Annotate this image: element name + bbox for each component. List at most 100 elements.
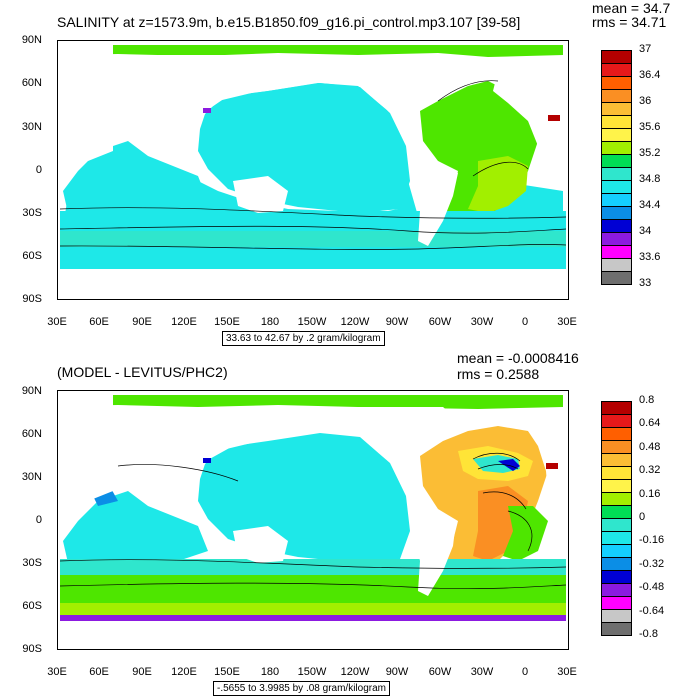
panel2-rms: rms = 0.2588 (457, 366, 540, 382)
panel2-lon-label: 150E (214, 666, 240, 678)
panel1-title: SALINITY at z=1573.9m, b.e15.B1850.f09_g… (57, 14, 521, 30)
colorbar-label: 0.48 (639, 440, 661, 453)
panel2-lon-label: 150W (297, 666, 327, 678)
colorbar-swatch (601, 531, 632, 545)
panel1-mean: mean = 34.7 (592, 0, 671, 16)
colorbar-label: 0.8 (639, 394, 655, 406)
colorbar-swatch (601, 167, 632, 181)
panel2-title: (MODEL - LEVITUS/PHC2) (57, 364, 228, 380)
panel2-lon-label: 90W (385, 666, 409, 678)
south-america-land (410, 501, 456, 596)
panel2-contour-caption: -.5655 to 3.9985 by .08 gram/kilogram (213, 681, 390, 696)
panel2-mean: mean = -0.0008416 (457, 350, 579, 366)
panel1-map-svg (58, 41, 568, 299)
panel2-lon-label: 120E (171, 666, 197, 678)
panel1-lon-label: 60E (89, 316, 109, 328)
colorbar-swatch (601, 544, 632, 558)
colorbar-label: 37 (639, 43, 652, 55)
colorbar-swatch (601, 63, 632, 77)
panel1-map (57, 40, 569, 300)
colorbar-label: -0.32 (639, 557, 665, 570)
colorbar-label: -0.64 (639, 604, 665, 617)
panel2-lon-label: 30E (557, 666, 577, 678)
panel2-lon-label: 90E (132, 666, 152, 678)
colorbar-swatch (601, 219, 632, 233)
panel1-contour-caption: 33.63 to 42.67 by .2 gram/kilogram (222, 331, 385, 346)
panel2-lat-label: 90S (22, 643, 42, 655)
colorbar-swatch (601, 492, 632, 506)
panel1-lon-label: 90E (132, 316, 152, 328)
panel2-lon-label: 30W (470, 666, 494, 678)
panel1-lat-label: 90S (22, 293, 42, 305)
colorbar-label: 35.2 (639, 147, 661, 159)
colorbar-swatch (601, 609, 632, 623)
panel2-lon-label: 120W (340, 666, 370, 678)
colorbar-label: 33.6 (639, 251, 661, 263)
colorbar-swatch (601, 401, 632, 415)
panel1-lat-label: 60S (22, 250, 42, 262)
colorbar-label: 35.6 (639, 121, 661, 133)
panel2-lat-label: 90N (21, 385, 42, 397)
colorbar-swatch (601, 258, 632, 272)
africa-eurasia-land (528, 431, 563, 501)
panel1-lat-label: 30N (21, 121, 42, 133)
colorbar-swatch (601, 557, 632, 571)
colorbar-swatch (601, 583, 632, 597)
colorbar-swatch (601, 245, 632, 259)
colorbar-label: 34 (639, 225, 652, 237)
colorbar-swatch (601, 505, 632, 519)
panel1-lat-label: 30S (22, 207, 42, 219)
panel1-lon-label: 120E (171, 316, 197, 328)
colorbar-label: 36 (639, 95, 652, 107)
colorbar-swatch (601, 180, 632, 194)
panel2-map-svg (58, 391, 568, 649)
colorbar-swatch (601, 76, 632, 90)
colorbar-swatch (601, 89, 632, 103)
colorbar-swatch (601, 414, 632, 428)
colorbar-swatch (601, 427, 632, 441)
panel1-lon-label: 150W (297, 316, 327, 328)
panel1-lon-label: 30E (557, 316, 577, 328)
colorbar-swatch (601, 50, 632, 64)
panel2-map (57, 390, 569, 650)
colorbar-label: 34.4 (639, 199, 661, 211)
colorbar-swatch (601, 596, 632, 610)
panel1-lon-label: 120W (340, 316, 370, 328)
colorbar-swatch (601, 154, 632, 168)
panel1-lat-label: 0 (35, 164, 42, 176)
panel2-lon-label: 0 (521, 666, 529, 678)
south-america-land (410, 151, 458, 246)
panel2-lat-label: 30S (22, 557, 42, 569)
colorbar-swatch (601, 479, 632, 493)
panel1-lon-label: 180 (260, 316, 280, 328)
colorbar-label: 0 (639, 511, 646, 523)
australia-land (233, 526, 288, 563)
colorbar-label: 0.32 (639, 464, 661, 477)
colorbar-swatch (601, 232, 632, 246)
panel2-lon-label: 60E (89, 666, 109, 678)
panel1-lat-label: 90N (21, 34, 42, 46)
indian-ocean (63, 491, 208, 563)
colorbar-swatch (601, 128, 632, 142)
panel2-lat-label: 60N (21, 428, 42, 440)
colorbar-label: 0.64 (639, 417, 661, 430)
colorbar-label: 34.8 (639, 173, 661, 185)
colorbar-swatch (601, 141, 632, 155)
colorbar-label: 33 (639, 277, 652, 289)
panel1-rms: rms = 34.71 (592, 14, 667, 30)
arctic-region (60, 45, 563, 57)
colorbar-label: -0.16 (639, 534, 665, 547)
panel2-lat-label: 0 (35, 514, 42, 526)
panel1-lon-label: 150E (214, 316, 240, 328)
colorbar-label: 0.16 (639, 487, 661, 500)
australia-land (233, 176, 288, 213)
panel2-lat-label: 60S (22, 600, 42, 612)
north-america-land (358, 407, 460, 476)
north-america-land (358, 55, 458, 126)
panel1-lon-label: 90W (385, 316, 409, 328)
panel1-lon-label: 0 (521, 316, 529, 328)
colorbar-swatch (601, 115, 632, 129)
arctic-region (60, 395, 563, 409)
colorbar-swatch (601, 193, 632, 207)
panel1-lon-label: 30E (47, 316, 67, 328)
